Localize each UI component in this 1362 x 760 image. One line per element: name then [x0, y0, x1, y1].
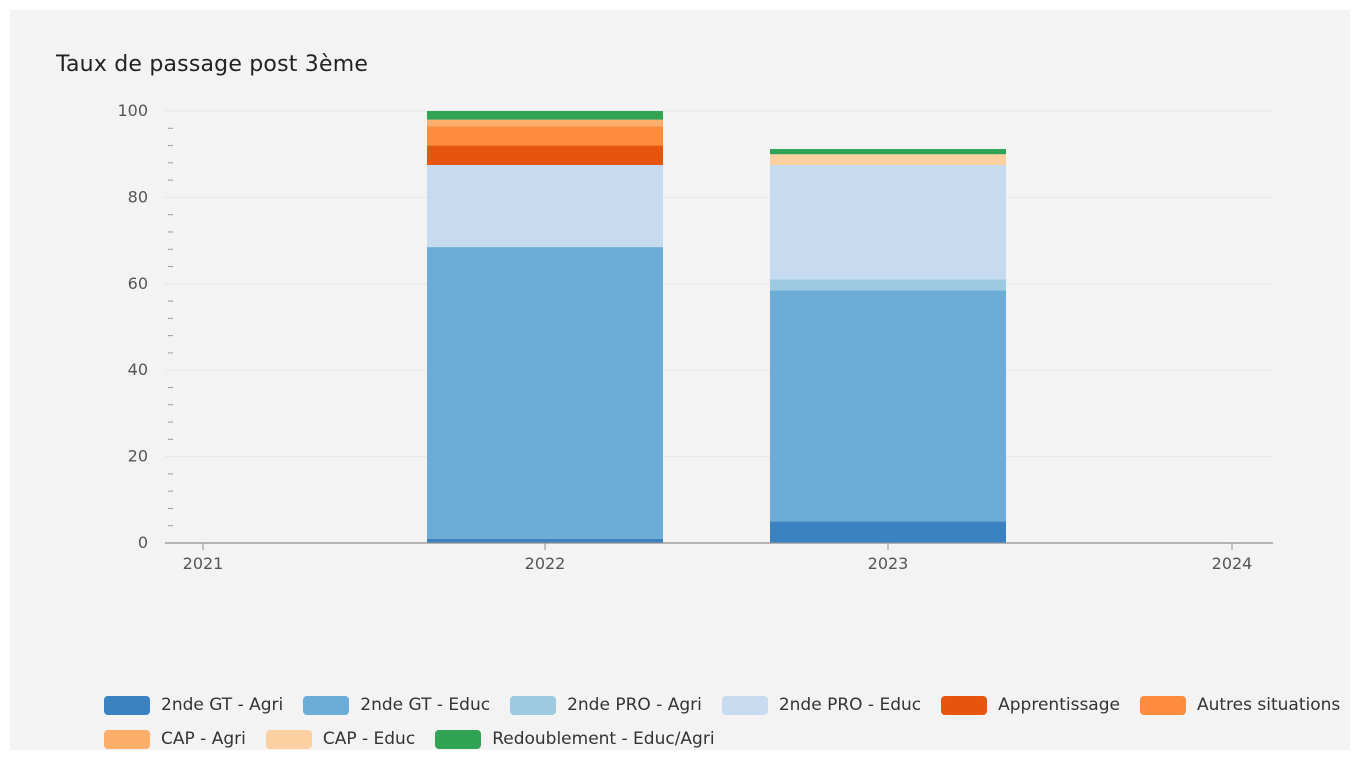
legend-label: CAP - Agri: [161, 729, 246, 749]
y-tick-label: 0: [138, 533, 148, 552]
bar-segment: [770, 154, 1006, 165]
bar-segment: [427, 126, 663, 146]
y-tick-label: 60: [128, 274, 148, 293]
legend-label: 2nde PRO - Educ: [778, 695, 922, 715]
y-tick-label: 80: [128, 187, 148, 206]
x-tick-label: 2024: [1212, 554, 1253, 573]
legend-label: Autres situations: [1196, 695, 1341, 715]
bar-segment: [770, 521, 1006, 543]
legend-item[interactable]: 2nde GT - Agri: [104, 692, 283, 718]
legend-swatch: [435, 729, 482, 749]
legend-item[interactable]: CAP - Agri: [104, 726, 246, 752]
legend-swatch: [510, 695, 557, 715]
legend-item[interactable]: CAP - Educ: [265, 726, 416, 752]
y-tick-label: 20: [128, 447, 148, 466]
bar-segment: [427, 119, 663, 127]
legend-item[interactable]: Redoublement - Educ/Agri: [435, 726, 715, 752]
bar-segment: [427, 538, 663, 543]
y-tick-label: 100: [117, 101, 148, 120]
legend-swatch: [265, 729, 312, 749]
chart-card: Taux de passage post 3ème 0 20 40 60 80 100 20…: [10, 10, 1350, 750]
x-tick-label: 2022: [525, 554, 566, 573]
x-tick-label: 2023: [868, 554, 909, 573]
chart-plot: 0 20 40 60 80 100 2021 2022 2023 2024: [117, 101, 1273, 573]
legend-item[interactable]: 2nde GT - Educ: [303, 692, 490, 718]
legend-swatch: [104, 729, 150, 749]
legend-swatch: [721, 695, 768, 715]
legend-label: 2nde GT - Educ: [360, 695, 491, 715]
legend-label: 2nde PRO - Agri: [567, 695, 702, 715]
bar-segment: [427, 111, 663, 120]
bar-segment: [770, 149, 1006, 155]
bar-segment: [770, 165, 1006, 280]
legend-item[interactable]: 2nde PRO - Educ: [721, 692, 922, 718]
legend-item[interactable]: Autres situations: [1139, 692, 1341, 718]
bar-segment: [427, 145, 663, 165]
y-tick-label: 40: [128, 360, 148, 379]
chart-legend: 2nde GT - Agri 2nde GT - Educ 2nde PRO - A…: [104, 692, 1344, 752]
bar-segment: [427, 165, 663, 248]
bar-segment: [770, 279, 1006, 291]
bar-segment: [770, 290, 1006, 522]
legend-swatch: [1139, 695, 1186, 715]
legend-swatch: [104, 695, 150, 715]
x-tick-label: 2021: [183, 554, 224, 573]
legend-swatch: [941, 695, 988, 715]
bar-segment: [427, 247, 663, 539]
chart-title: Taux de passage post 3ème: [56, 52, 369, 77]
legend-label: Redoublement - Educ/Agri: [492, 729, 715, 749]
legend-item[interactable]: Apprentissage: [941, 692, 1120, 718]
legend-label: CAP - Educ: [322, 729, 416, 749]
legend-item[interactable]: 2nde PRO - Agri: [510, 692, 702, 718]
legend-label: 2nde GT - Agri: [161, 695, 284, 715]
legend-label: Apprentissage: [998, 695, 1120, 715]
legend-swatch: [303, 695, 350, 715]
